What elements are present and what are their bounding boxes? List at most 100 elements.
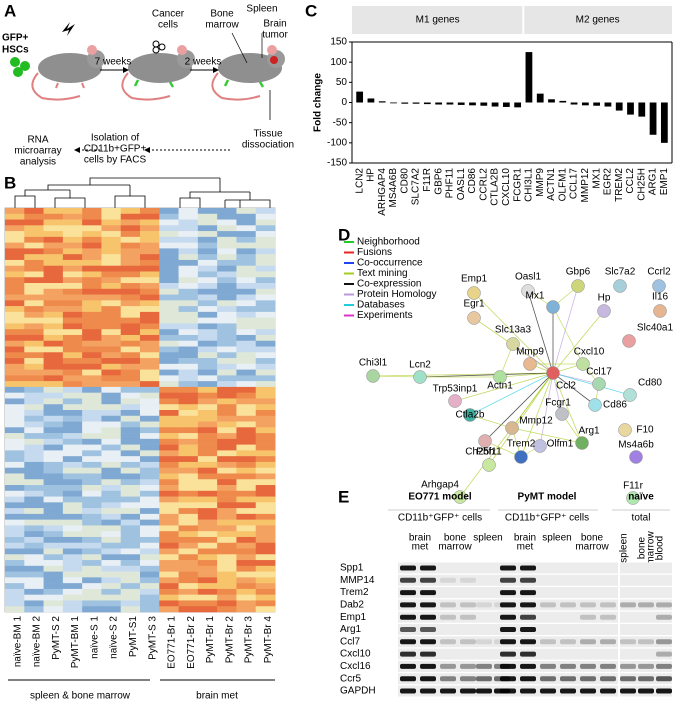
heatmap-cell — [5, 317, 25, 324]
heatmap-cell — [24, 479, 44, 486]
heatmap-cell — [62, 375, 83, 382]
heatmap-cell — [140, 513, 160, 520]
heatmap-cell — [120, 433, 141, 440]
gel-band — [520, 627, 536, 632]
heatmap-cell — [255, 450, 276, 457]
node-label: Mx1 — [526, 291, 545, 302]
heatmap-cell — [197, 410, 218, 417]
heatmap-cell — [236, 565, 257, 572]
heatmap-cell — [178, 450, 199, 457]
heatmap-cell — [120, 508, 141, 515]
heatmap-cell — [236, 323, 257, 330]
heatmap-cell — [255, 519, 276, 526]
heatmap-cell — [197, 456, 218, 463]
heatmap-cell — [101, 392, 122, 399]
heatmap-cell — [255, 560, 276, 567]
gel-band — [600, 676, 616, 682]
heatmap-cell — [140, 340, 160, 347]
heatmap-cell — [5, 473, 25, 480]
heatmap-cell — [120, 386, 141, 393]
heatmap-cell — [159, 277, 179, 284]
gel-band — [460, 688, 476, 694]
heatmap-cell — [140, 248, 160, 255]
heatmap-cell — [82, 410, 102, 417]
gel-band — [638, 663, 654, 669]
heatmap-cell — [5, 519, 25, 526]
heatmap-cell — [159, 606, 179, 613]
heatmap-cell — [255, 300, 276, 307]
heatmap-cell — [62, 548, 83, 555]
gel-band — [656, 602, 672, 608]
heatmap-cell — [120, 525, 141, 532]
gel-strip — [498, 587, 618, 599]
heatmap-cell — [82, 415, 102, 422]
heatmap-cell — [236, 542, 257, 549]
heatmap-cell — [255, 490, 276, 497]
heatmap-cell — [120, 485, 141, 492]
heatmap-cell — [255, 225, 276, 232]
heatmap-cell — [101, 248, 122, 255]
heatmap-cell — [101, 600, 122, 607]
heatmap-cell — [236, 461, 257, 469]
heatmap-cell — [197, 404, 218, 411]
gel-strip — [398, 673, 510, 685]
heatmap-cell — [5, 467, 25, 474]
heatmap-cell — [82, 242, 102, 249]
heatmap-cell — [101, 369, 122, 376]
heatmap-cell — [159, 583, 179, 590]
bar — [570, 102, 578, 105]
heatmap-cell — [217, 208, 237, 215]
lane-label: blood — [655, 536, 666, 560]
heatmap-cell — [159, 571, 179, 578]
heatmap-cell — [101, 438, 122, 445]
heatmap-cell — [217, 525, 237, 532]
sample-label: EO771-Br 1 — [167, 616, 178, 669]
heatmap-cell — [5, 433, 25, 440]
heatmap-cell — [82, 236, 102, 243]
heatmap-cell — [43, 513, 64, 520]
heatmap-cell — [236, 392, 257, 399]
heatmap-cell — [82, 548, 102, 555]
heatmap-cell — [24, 398, 44, 405]
heatmap-cell — [5, 588, 25, 595]
heatmap-cell — [62, 300, 83, 307]
heatmap-cell — [82, 231, 102, 238]
heatmap-cell — [5, 358, 25, 365]
heatmap-cell — [140, 410, 160, 417]
heatmap-cell — [5, 577, 25, 584]
heatmap-cell — [43, 369, 64, 376]
gel-band — [656, 651, 672, 657]
label: Cancer — [152, 9, 185, 20]
heatmap-cell — [197, 242, 218, 249]
heatmap-cell — [24, 410, 44, 417]
heatmap-cell — [24, 236, 44, 243]
gel-band — [460, 577, 476, 583]
heatmap-cell — [62, 461, 83, 469]
heatmap-cell — [178, 588, 199, 595]
heatmap-cell — [178, 213, 199, 220]
node — [467, 286, 481, 300]
heatmap-cell — [178, 352, 199, 359]
heatmap-cell — [43, 427, 64, 434]
heatmap-cell — [101, 433, 122, 440]
gel-band — [440, 602, 456, 608]
dendrogram — [14, 177, 271, 208]
heatmap-cell — [62, 369, 83, 376]
heatmap-cell — [159, 369, 179, 376]
heatmap-cell — [255, 404, 276, 411]
heatmap-cell — [217, 508, 237, 515]
heatmap-cell — [120, 208, 141, 215]
heatmap-cell — [217, 294, 237, 301]
heatmap-cell — [5, 450, 25, 457]
heatmap-cell — [24, 306, 44, 313]
node-label: Cd86 — [603, 400, 627, 411]
node-label: F11r — [623, 481, 643, 492]
heatmap-cell — [24, 271, 44, 278]
heatmap-cell — [120, 369, 141, 376]
heatmap-cell — [255, 254, 276, 261]
node-label: F10 — [636, 425, 654, 436]
heatmap-cell — [101, 323, 122, 330]
heatmap-cell — [159, 306, 179, 313]
sample-label: PyMT-Br 3 — [244, 616, 255, 664]
heatmap-cell — [5, 502, 25, 509]
